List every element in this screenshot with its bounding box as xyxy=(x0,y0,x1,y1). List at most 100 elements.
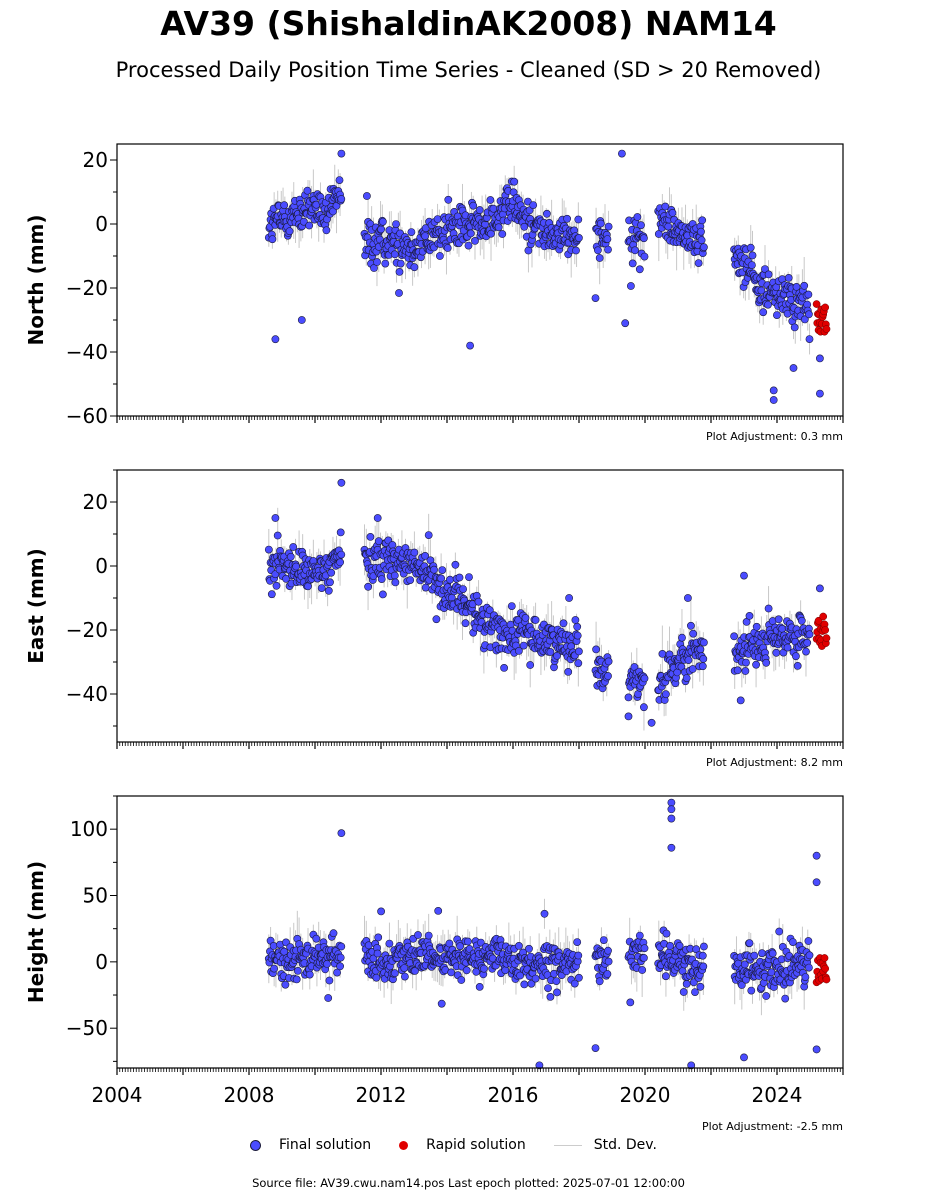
rapid-point xyxy=(822,634,831,642)
final-point xyxy=(688,665,697,673)
final-point xyxy=(455,573,464,582)
final-point xyxy=(289,543,298,551)
final-point xyxy=(377,575,386,583)
panel-1: −60 −40 −20 0 20 North (mm) Plot Adjustment: 0… xyxy=(24,143,844,443)
final-point xyxy=(406,576,415,584)
final-point xyxy=(662,929,671,938)
y-tick-label: −60 xyxy=(66,404,108,428)
final-point xyxy=(369,954,378,963)
final-point xyxy=(662,972,670,981)
final-point xyxy=(329,929,338,938)
x-tick-label: 2012 xyxy=(356,1083,407,1107)
final-point xyxy=(374,537,383,546)
final-point xyxy=(631,246,639,255)
final-point xyxy=(520,980,529,989)
final-point xyxy=(515,942,523,950)
final-point xyxy=(297,316,306,324)
final-point xyxy=(457,976,466,984)
final-point xyxy=(594,246,602,255)
final-point xyxy=(464,241,473,250)
final-point xyxy=(434,907,443,915)
final-point xyxy=(476,938,485,947)
final-point xyxy=(531,974,540,983)
final-point xyxy=(400,964,409,972)
panel-frame xyxy=(116,143,844,417)
final-point xyxy=(400,972,409,981)
final-point xyxy=(469,201,478,210)
final-point xyxy=(679,988,688,996)
final-point xyxy=(516,971,524,980)
rapid-point xyxy=(821,964,830,973)
final-point xyxy=(572,246,580,255)
final-point xyxy=(805,963,813,972)
final-point xyxy=(421,552,429,560)
final-point xyxy=(603,235,612,243)
final-point xyxy=(552,977,561,985)
final-point xyxy=(531,616,540,624)
final-point xyxy=(661,202,670,211)
final-point xyxy=(595,977,604,986)
final-point xyxy=(267,590,276,599)
legend-rapid-marker xyxy=(399,1140,409,1150)
final-point xyxy=(461,619,470,628)
final-point xyxy=(424,531,433,539)
final-point xyxy=(564,668,573,676)
final-point xyxy=(778,624,787,633)
final-point xyxy=(764,604,773,613)
final-point xyxy=(565,594,573,602)
final-point xyxy=(667,814,676,823)
final-point xyxy=(487,229,495,238)
final-point xyxy=(804,290,813,299)
final-point xyxy=(336,962,344,971)
final-point xyxy=(640,954,648,962)
y-tick-label: −20 xyxy=(66,276,108,300)
final-point xyxy=(336,528,345,537)
final-point xyxy=(573,631,582,640)
final-point xyxy=(604,245,612,254)
final-point xyxy=(395,289,403,297)
final-point xyxy=(268,235,277,244)
final-point xyxy=(438,566,447,574)
final-point xyxy=(740,960,749,969)
final-point xyxy=(519,641,528,650)
final-point xyxy=(573,622,582,631)
final-point xyxy=(792,652,800,661)
final-point xyxy=(373,514,382,522)
final-point xyxy=(559,619,568,628)
final-point xyxy=(540,909,549,918)
final-point xyxy=(769,386,778,395)
final-point xyxy=(327,568,336,577)
final-point xyxy=(282,574,290,583)
final-point xyxy=(575,973,583,982)
final-point xyxy=(437,999,446,1008)
x-tick-label: 2016 xyxy=(488,1083,539,1107)
panel-frame xyxy=(116,795,844,1069)
final-point xyxy=(574,215,583,224)
final-point xyxy=(574,659,583,668)
final-point xyxy=(421,583,430,592)
final-point xyxy=(500,664,508,672)
final-point xyxy=(336,953,345,962)
final-point xyxy=(515,647,523,655)
y-tick-label: 20 xyxy=(83,490,108,514)
final-point xyxy=(385,939,394,948)
final-point xyxy=(271,514,280,522)
final-point xyxy=(326,578,334,587)
final-point xyxy=(280,947,289,956)
final-point xyxy=(471,236,479,245)
final-point xyxy=(337,195,346,203)
final-point xyxy=(574,951,583,960)
final-point xyxy=(591,1044,600,1052)
final-point xyxy=(520,222,529,231)
final-point xyxy=(626,998,635,1007)
final-point xyxy=(696,645,705,654)
final-point xyxy=(700,638,708,647)
y-tick-label: 20 xyxy=(83,148,108,172)
final-point xyxy=(475,206,484,214)
final-point xyxy=(466,229,475,238)
final-point xyxy=(575,647,583,656)
final-point xyxy=(475,983,484,991)
final-point xyxy=(324,994,333,1002)
final-point xyxy=(444,195,453,204)
